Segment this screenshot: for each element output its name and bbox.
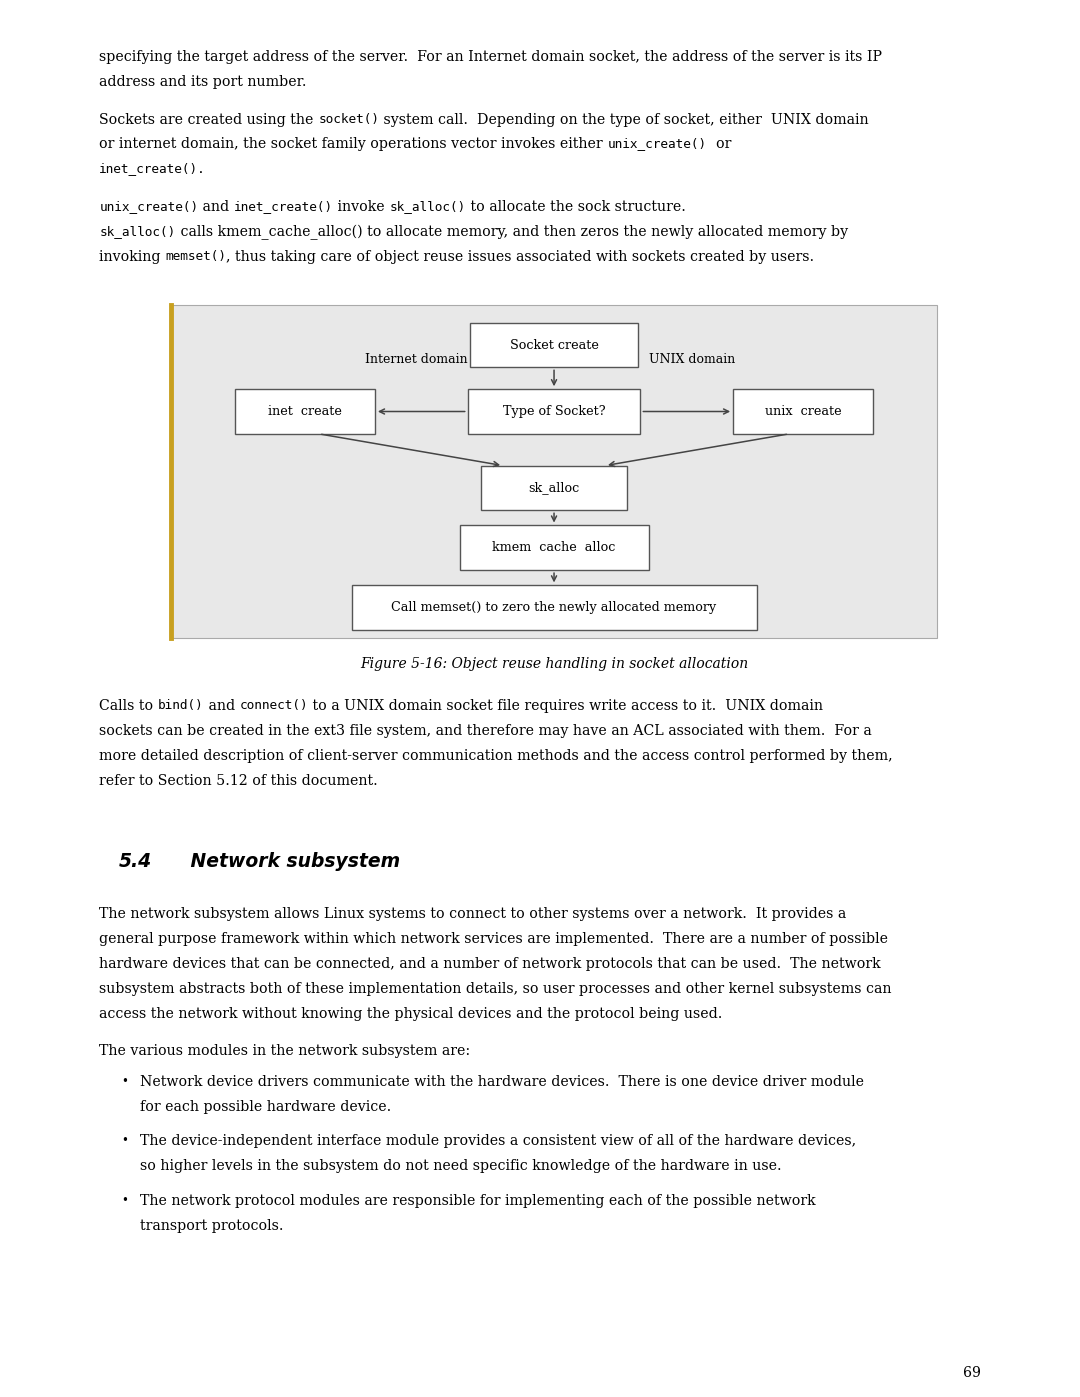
Bar [471,323,637,367]
Text: The various modules in the network subsystem are:: The various modules in the network subsy… [99,1045,471,1059]
Bar [234,390,375,434]
Text: kmem  cache  alloc: kmem cache alloc [492,541,616,555]
Text: connect(): connect() [240,698,308,712]
Text: sockets can be created in the ext3 file system, and therefore may have an ACL as: sockets can be created in the ext3 file … [99,724,873,738]
Text: hardware devices that can be connected, and a number of network protocols that c: hardware devices that can be connected, … [99,957,881,971]
Text: Type of Socket?: Type of Socket? [502,405,606,418]
Text: , thus taking care of object reuse issues associated with sockets created by use: , thus taking care of object reuse issue… [227,250,814,264]
Text: The network protocol modules are responsible for implementing each of the possib: The network protocol modules are respons… [140,1194,816,1208]
Text: to a UNIX domain socket file requires write access to it.  UNIX domain: to a UNIX domain socket file requires wr… [308,698,823,712]
Text: Sockets are created using the: Sockets are created using the [99,113,319,127]
Text: Network subsystem: Network subsystem [171,852,400,870]
Text: The network subsystem allows Linux systems to connect to other systems over a ne: The network subsystem allows Linux syste… [99,908,847,922]
Text: invoke: invoke [334,200,390,214]
Text: inet  create: inet create [268,405,341,418]
Text: calls kmem_cache_alloc() to allocate memory, and then zeros the newly allocated : calls kmem_cache_alloc() to allocate mem… [176,225,848,240]
Text: inet_create().: inet_create(). [99,162,206,176]
Text: sk_alloc(): sk_alloc() [390,200,465,212]
Text: Figure 5-16: Object reuse handling in socket allocation: Figure 5-16: Object reuse handling in so… [360,657,748,671]
Text: Call memset() to zero the newly allocated memory: Call memset() to zero the newly allocate… [391,601,717,615]
Text: memset(): memset() [165,250,227,263]
Text: transport protocols.: transport protocols. [140,1218,284,1232]
Text: unix  create: unix create [765,405,841,418]
Text: unix_create(): unix_create() [607,137,706,151]
Bar [171,305,937,637]
Text: Socket create: Socket create [510,338,598,352]
Text: •: • [121,1074,127,1088]
Text: general purpose framework within which network services are implemented.  There : general purpose framework within which n… [99,932,889,946]
Text: for each possible hardware device.: for each possible hardware device. [140,1099,392,1113]
Text: bind(): bind() [158,698,204,712]
Bar [352,585,756,630]
Text: •: • [121,1134,127,1147]
Text: refer to Section 5.12 of this document.: refer to Section 5.12 of this document. [99,774,378,788]
Text: so higher levels in the subsystem do not need specific knowledge of the hardware: so higher levels in the subsystem do not… [140,1160,782,1173]
Text: 69: 69 [962,1366,981,1380]
Text: Internet domain: Internet domain [365,352,468,366]
Text: access the network without knowing the physical devices and the protocol being u: access the network without knowing the p… [99,1007,723,1021]
Text: or: or [706,137,731,151]
Text: system call.  Depending on the type of socket, either  UNIX domain: system call. Depending on the type of so… [379,113,868,127]
Text: subsystem abstracts both of these implementation details, so user processes and : subsystem abstracts both of these implem… [99,982,892,996]
Text: UNIX domain: UNIX domain [649,352,735,366]
Text: address and its port number.: address and its port number. [99,75,307,89]
Text: socket(): socket() [319,113,379,126]
Text: 5.4: 5.4 [119,852,152,870]
Bar [460,525,648,570]
Text: Network device drivers communicate with the hardware devices.  There is one devi: Network device drivers communicate with … [140,1074,864,1088]
Text: specifying the target address of the server.  For an Internet domain socket, the: specifying the target address of the ser… [99,50,882,64]
Text: unix_create(): unix_create() [99,200,199,212]
Text: •: • [121,1194,127,1207]
Text: The device-independent interface module provides a consistent view of all of the: The device-independent interface module … [140,1134,856,1148]
Text: sk_alloc: sk_alloc [528,482,580,495]
Bar [468,390,640,434]
Text: Calls to: Calls to [99,698,158,712]
Text: and: and [204,698,240,712]
Bar [733,390,874,434]
Text: more detailed description of client-server communication methods and the access : more detailed description of client-serv… [99,749,893,763]
Text: sk_alloc(): sk_alloc() [99,225,176,237]
Text: to allocate the sock structure.: to allocate the sock structure. [465,200,686,214]
Bar [482,465,627,510]
Text: and: and [199,200,234,214]
Text: inet_create(): inet_create() [234,200,334,212]
Text: or internet domain, the socket family operations vector invokes either: or internet domain, the socket family op… [99,137,607,151]
Text: invoking: invoking [99,250,165,264]
